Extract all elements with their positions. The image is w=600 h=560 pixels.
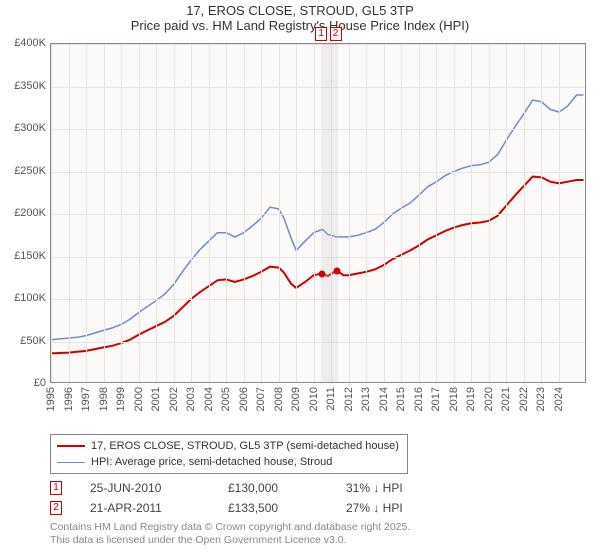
legend-swatch [57, 445, 85, 447]
sale-marker: 1 [50, 481, 62, 495]
sale-price: £130,000 [228, 478, 318, 498]
x-axis-label: 2013 [360, 387, 372, 411]
event-marker: 2 [330, 27, 342, 41]
x-axis-label: 2000 [133, 387, 145, 411]
x-axis-label: 2012 [343, 387, 355, 411]
x-axis-label: 2017 [430, 387, 442, 411]
x-axis-label: 2021 [500, 387, 512, 411]
x-axis-label: 2003 [185, 387, 197, 411]
x-axis-label: 2015 [395, 387, 407, 411]
x-axis-label: 2023 [535, 387, 547, 411]
y-axis-label: £350K [0, 80, 46, 92]
plot-area [50, 43, 586, 383]
x-axis-label: 2009 [290, 387, 302, 411]
y-axis-label: £150K [0, 250, 46, 262]
sale-row: 1 25-JUN-2010 £130,000 31% ↓ HPI [0, 478, 600, 498]
sale-marker: 2 [50, 501, 62, 515]
sale-point [333, 267, 340, 274]
sales-list: 1 25-JUN-2010 £130,000 31% ↓ HPI 2 21-APR-201… [0, 478, 600, 518]
sale-row: 2 21-APR-2011 £133,500 27% ↓ HPI [0, 498, 600, 518]
event-marker: 1 [315, 27, 327, 41]
legend-row: 17, EROS CLOSE, STROUD, GL5 3TP (semi-de… [57, 438, 399, 454]
x-axis-label: 2001 [150, 387, 162, 411]
legend-swatch [57, 462, 85, 463]
x-axis-label: 1998 [98, 387, 110, 411]
x-axis-label: 2004 [203, 387, 215, 411]
copyright-line2: This data is licensed under the Open Gov… [50, 534, 600, 547]
event-band [321, 44, 339, 382]
x-axis-label: 2010 [308, 387, 320, 411]
title-subtitle: Price paid vs. HM Land Registry's House … [0, 18, 600, 33]
y-axis-label: £300K [0, 122, 46, 134]
x-axis-label: 1995 [45, 387, 57, 411]
y-axis-label: £400K [0, 37, 46, 49]
sale-delta: 31% ↓ HPI [346, 478, 403, 498]
copyright: Contains HM Land Registry data © Crown c… [0, 518, 600, 547]
chart-container: £0 £50K £100K £150K £200K £250K £300K £350K £400… [0, 35, 600, 430]
series-line [51, 177, 584, 354]
x-axis-label: 1997 [80, 387, 92, 411]
legend-row: HPI: Average price, semi-detached house,… [57, 454, 399, 470]
x-axis-label: 2008 [273, 387, 285, 411]
x-axis-label: 1999 [115, 387, 127, 411]
sale-price: £133,500 [228, 498, 318, 518]
x-axis-label: 2014 [378, 387, 390, 411]
x-axis-label: 2024 [553, 387, 565, 411]
legend: 17, EROS CLOSE, STROUD, GL5 3TP (semi-de… [50, 434, 408, 474]
y-axis-label: £100K [0, 292, 46, 304]
y-axis-label: £200K [0, 207, 46, 219]
sale-date: 21-APR-2011 [90, 498, 200, 518]
y-axis-label: £50K [0, 335, 46, 347]
x-axis-label: 2011 [325, 387, 337, 411]
x-axis-label: 2005 [220, 387, 232, 411]
x-axis-label: 1996 [63, 387, 75, 411]
sale-delta: 27% ↓ HPI [346, 498, 403, 518]
sale-point [319, 270, 326, 277]
x-axis-label: 2006 [238, 387, 250, 411]
copyright-line1: Contains HM Land Registry data © Crown c… [50, 521, 600, 534]
sale-date: 25-JUN-2010 [90, 478, 200, 498]
x-axis-label: 2002 [168, 387, 180, 411]
x-axis-label: 2007 [255, 387, 267, 411]
title-address: 17, EROS CLOSE, STROUD, GL5 3TP [0, 3, 600, 18]
x-axis-label: 2016 [413, 387, 425, 411]
series-line [51, 95, 584, 340]
y-axis-label: £250K [0, 165, 46, 177]
chart-title: 17, EROS CLOSE, STROUD, GL5 3TP Price pa… [0, 0, 600, 35]
legend-label: 17, EROS CLOSE, STROUD, GL5 3TP (semi-de… [91, 438, 399, 454]
x-axis-label: 2019 [465, 387, 477, 411]
x-axis-label: 2018 [448, 387, 460, 411]
y-axis-label: £0 [0, 377, 46, 389]
x-axis-label: 2022 [518, 387, 530, 411]
legend-label: HPI: Average price, semi-detached house,… [91, 454, 332, 470]
x-axis-label: 2020 [483, 387, 495, 411]
